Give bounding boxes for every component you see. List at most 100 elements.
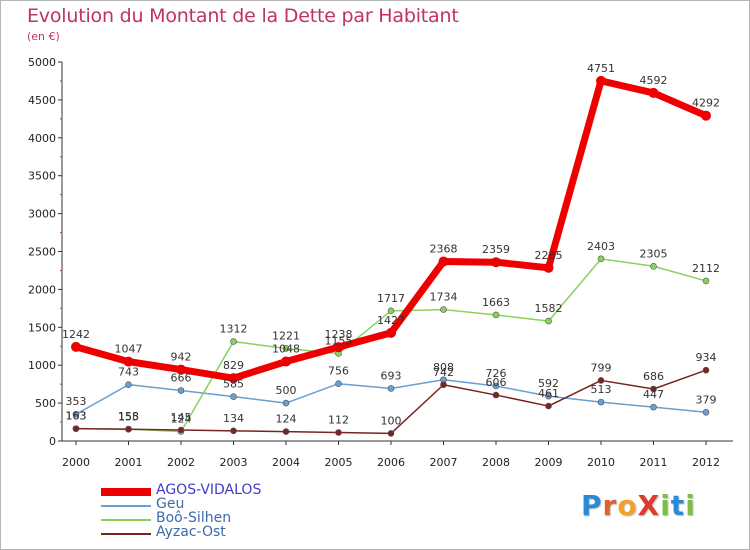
x-tick-label: 2005 xyxy=(325,456,353,469)
data-point xyxy=(228,373,239,384)
data-label: 934 xyxy=(696,351,717,364)
data-label: 4751 xyxy=(587,62,615,75)
legend-swatch xyxy=(101,519,151,521)
x-tick-label: 2006 xyxy=(377,456,405,469)
data-label: 447 xyxy=(643,388,664,401)
data-label: 756 xyxy=(328,365,349,378)
data-point xyxy=(438,256,449,267)
series-line-2 xyxy=(75,258,707,433)
data-label: 145 xyxy=(171,411,192,424)
data-point xyxy=(650,385,657,393)
chart-subtitle: (en €) xyxy=(27,30,60,43)
data-label: 585 xyxy=(223,378,244,391)
data-label: 4292 xyxy=(692,97,720,110)
y-tick-label: 4500 xyxy=(28,94,56,107)
x-tick-label: 2000 xyxy=(62,456,90,469)
data-point xyxy=(440,381,447,389)
data-point xyxy=(492,391,500,399)
legend-swatch xyxy=(101,488,151,496)
y-tick-label: 3000 xyxy=(28,208,56,221)
y-tick-label: 2000 xyxy=(28,283,56,296)
data-point xyxy=(282,345,290,352)
data-point xyxy=(177,387,185,394)
data-label: 606 xyxy=(486,376,507,389)
chart-title: Evolution du Montant de la Dette par Hab… xyxy=(27,5,459,27)
y-tick-label: 2500 xyxy=(28,246,56,259)
data-point xyxy=(230,338,237,345)
data-point xyxy=(597,255,605,263)
data-point xyxy=(597,377,605,384)
x-tick-label: 2007 xyxy=(430,456,458,469)
data-point xyxy=(545,392,552,400)
data-point xyxy=(72,425,80,432)
data-label: 1155 xyxy=(325,334,353,347)
data-point xyxy=(71,341,81,352)
x-tick-label: 2004 xyxy=(272,456,300,469)
data-point xyxy=(386,327,396,338)
data-label: 743 xyxy=(118,366,139,379)
data-point xyxy=(125,425,132,433)
data-label: 134 xyxy=(223,412,244,425)
data-point xyxy=(176,364,186,375)
legend-label: Geu xyxy=(156,496,185,512)
data-point xyxy=(230,427,237,435)
data-label: 799 xyxy=(591,361,612,374)
data-point xyxy=(387,385,395,392)
x-tick-label: 2001 xyxy=(115,456,143,469)
data-label: 353 xyxy=(66,395,87,408)
data-label: 1048 xyxy=(272,343,300,356)
data-label: 163 xyxy=(66,410,87,423)
y-tick-label: 3500 xyxy=(28,170,56,183)
data-point xyxy=(282,399,290,407)
data-point xyxy=(335,380,342,387)
x-tick-label: 2002 xyxy=(167,456,195,469)
data-label: 829 xyxy=(223,359,244,372)
data-point xyxy=(281,356,291,367)
data-point xyxy=(702,277,710,285)
data-point xyxy=(596,75,606,86)
data-label: 942 xyxy=(171,351,192,364)
data-point xyxy=(440,306,447,313)
data-label: 379 xyxy=(696,393,717,406)
data-point xyxy=(491,257,501,268)
data-label: 2368 xyxy=(430,243,458,256)
data-label: 1238 xyxy=(325,328,353,341)
legend-label: AGOS-VIDALOS xyxy=(156,482,262,498)
data-point xyxy=(650,403,657,411)
data-label: 163 xyxy=(66,410,87,423)
data-point xyxy=(648,87,659,98)
data-point xyxy=(545,317,552,325)
data-point xyxy=(597,398,605,406)
data-label: 4592 xyxy=(640,74,668,87)
data-label: 124 xyxy=(171,413,192,426)
data-label: 1717 xyxy=(377,292,405,305)
data-point xyxy=(492,311,500,319)
data-point xyxy=(702,408,710,416)
data-label: 1047 xyxy=(115,343,143,356)
x-tick-label: 2009 xyxy=(535,456,563,469)
data-label: 2403 xyxy=(587,240,615,253)
data-point xyxy=(650,262,657,270)
legend-swatch xyxy=(101,533,151,535)
data-label: 2112 xyxy=(692,262,720,275)
data-label: 2359 xyxy=(482,243,510,256)
y-tick-label: 500 xyxy=(35,397,56,410)
data-label: 726 xyxy=(486,367,507,380)
data-point xyxy=(492,382,500,390)
y-tick-label: 5000 xyxy=(28,56,56,69)
data-point xyxy=(72,410,80,418)
data-label: 500 xyxy=(276,384,297,397)
data-label: 2305 xyxy=(640,247,668,260)
x-tick-label: 2010 xyxy=(587,456,615,469)
data-point xyxy=(543,262,554,273)
data-label: 124 xyxy=(276,413,297,426)
data-label: 1242 xyxy=(62,328,90,341)
data-point xyxy=(123,356,134,367)
data-label: 2285 xyxy=(535,249,563,262)
legend-label: Boô-Silhen xyxy=(156,510,232,526)
data-label: 693 xyxy=(381,369,402,382)
data-point xyxy=(701,110,711,121)
y-tick-label: 1000 xyxy=(28,359,56,372)
